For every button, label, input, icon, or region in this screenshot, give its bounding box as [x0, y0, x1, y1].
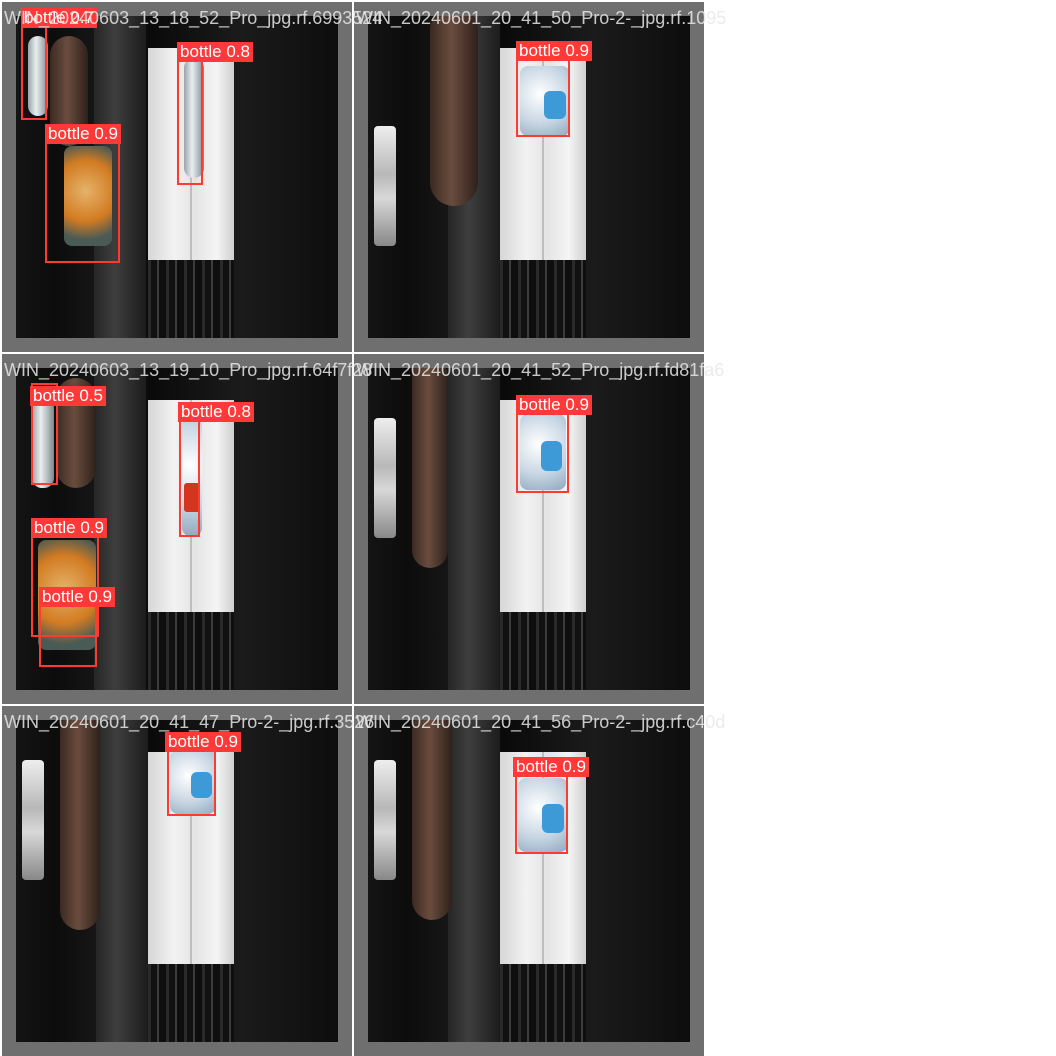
detection-label: bottle 0.5: [30, 386, 106, 406]
detection-label: bottle 0.9: [165, 732, 241, 752]
detection-class: bottle: [42, 587, 84, 606]
detection-confidence: 0.9: [94, 124, 118, 143]
tile-title: WIN_20240601_20_41_47_Pro-2-_jpg.rf.3526: [4, 712, 375, 732]
camera-photo: [368, 16, 690, 338]
hand: [430, 16, 478, 206]
detection-label: bottle 0.9: [516, 41, 592, 61]
detection-confidence: 0.8: [227, 402, 251, 421]
bounding-box: [179, 414, 200, 537]
detection-label: bottle 0.9: [513, 757, 589, 777]
conveyor-chute: [500, 964, 586, 1042]
detection-confidence: 0.9: [565, 395, 589, 414]
hand: [412, 720, 452, 920]
camera-photo: [368, 720, 690, 1042]
conveyor-chute: [500, 612, 586, 690]
bottle-object: [32, 398, 54, 488]
detection-class: bottle: [519, 395, 561, 414]
detection-class: bottle: [519, 41, 561, 60]
machine-wall: [448, 368, 500, 690]
detection-label: bottle 0.9: [39, 587, 115, 607]
bottle-object: [518, 778, 568, 852]
bottle-object: [520, 414, 566, 490]
cable-bundle: [22, 760, 44, 880]
image-tile: bottle 0.9: [354, 2, 704, 352]
camera-photo: [368, 368, 690, 690]
tile-title: WIN_20240601_20_41_50_Pro-2-_jpg.rf.1095: [356, 8, 727, 28]
detection-label: bottle 0.9: [31, 518, 107, 538]
hand: [60, 720, 100, 930]
bottle-object: [64, 146, 112, 246]
bounding-box: [167, 746, 216, 816]
detection-confidence: 0.9: [88, 587, 112, 606]
detection-label: bottle 0.9: [45, 124, 121, 144]
detection-label: bottle 0.8: [178, 402, 254, 422]
conveyor-chute: [500, 260, 586, 338]
detection-confidence: 0.9: [562, 757, 586, 776]
cable-bundle: [374, 418, 396, 538]
detection-class: bottle: [168, 732, 210, 751]
bottle-object: [184, 58, 204, 178]
detection-class: bottle: [180, 42, 222, 61]
bounding-box: [515, 772, 568, 854]
image-tile: bottle 0.7 bottle 0.8 bottle 0.9: [2, 2, 352, 352]
bottle-object: [28, 36, 48, 116]
bounding-box: [39, 605, 97, 667]
conveyor-chute: [148, 260, 234, 338]
bounding-box: [177, 44, 203, 185]
bounding-box: [21, 18, 47, 120]
detection-class: bottle: [48, 124, 90, 143]
detection-class: bottle: [181, 402, 223, 421]
image-tile: bottle 0.9: [354, 706, 704, 1056]
detection-class: bottle: [33, 386, 75, 405]
cable-bundle: [374, 760, 396, 880]
detection-class: bottle: [34, 518, 76, 537]
tile-title: WIN_20240601_20_41_56_Pro-2-_jpg.rf.c40d: [356, 712, 726, 732]
bounding-box: [45, 126, 120, 263]
conveyor-chute: [148, 612, 234, 690]
bounding-box: [31, 383, 58, 485]
detection-confidence: 0.9: [80, 518, 104, 537]
detection-label: bottle 0.9: [516, 395, 592, 415]
tile-title: WIN_20240601_20_41_52_Pro_jpg.rf.fd81fa6: [356, 360, 725, 380]
camera-photo: [16, 720, 338, 1042]
machine-wall: [96, 720, 148, 1042]
hand: [412, 368, 448, 568]
bottle-object: [182, 418, 202, 536]
detection-confidence: 0.8: [226, 42, 250, 61]
tile-title: WIN_20240603_13_18_52_Pro_jpg.rf.6993524: [4, 8, 383, 28]
conveyor-chute: [148, 964, 234, 1042]
bottle-object: [520, 66, 570, 136]
detection-confidence: 0.5: [79, 386, 103, 405]
detection-label: bottle 0.8: [177, 42, 253, 62]
tile-title: WIN_20240603_13_19_10_Pro_jpg.rf.64f7f28: [4, 360, 373, 380]
machine-wall: [448, 720, 500, 1042]
detection-confidence: 0.9: [214, 732, 238, 751]
detection-class: bottle: [24, 8, 66, 27]
detection-confidence: 0.7: [70, 8, 94, 27]
image-tile: bottle 0.9: [2, 706, 352, 1056]
detection-class: bottle: [516, 757, 558, 776]
image-tile: bottle 0.5 bottle 0.8 bottle 0.9 bottle …: [2, 354, 352, 704]
bottle-object: [170, 750, 216, 814]
detection-confidence: 0.9: [565, 41, 589, 60]
bounding-box: [516, 404, 569, 493]
cable-bundle: [374, 126, 396, 246]
image-tile: bottle 0.9: [354, 354, 704, 704]
detection-label: bottle 0.7: [21, 8, 97, 28]
